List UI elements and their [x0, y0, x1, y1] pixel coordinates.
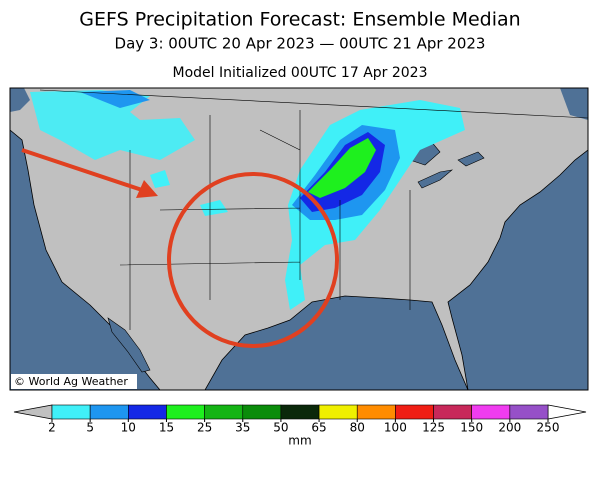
credit-box	[11, 374, 137, 389]
colorbar-over	[547, 404, 587, 420]
colorbar-label: 80	[350, 421, 365, 435]
colorbar: 2 5 10 15 25 35 50 65 80 100 125 150 200 250	[13, 404, 587, 435]
colorbar-segment	[395, 404, 434, 420]
colorbar-segment	[128, 404, 167, 420]
lake	[457, 151, 485, 167]
colorbar-segment	[242, 404, 282, 420]
colorbar-segment	[89, 404, 129, 420]
colorbar-label: 35	[235, 421, 250, 435]
title: GEFS Precipitation Forecast: Ensemble Me…	[79, 9, 520, 31]
colorbar-label: 65	[311, 421, 326, 435]
subtitle: Day 3: 00UTC 20 Apr 2023 — 00UTC 21 Apr …	[115, 35, 486, 53]
initialized: Model Initialized 00UTC 17 Apr 2023	[173, 65, 428, 81]
colorbar-label: 200	[498, 421, 521, 435]
colorbar-segment	[166, 404, 205, 420]
colorbar-label: 50	[273, 421, 288, 435]
colorbar-segment	[280, 404, 320, 420]
map-frame	[9, 87, 589, 391]
precip-area	[200, 200, 228, 216]
ocean	[107, 317, 151, 373]
colorbar-segment	[204, 404, 244, 420]
precip-area	[285, 100, 465, 310]
colorbar-segment	[51, 404, 91, 420]
colorbar-segment	[318, 404, 358, 420]
credit: © World Ag Weather	[14, 375, 128, 388]
colorbar-label: 15	[159, 421, 174, 435]
lake	[417, 169, 454, 189]
ocean	[447, 149, 588, 390]
ocean	[560, 88, 588, 120]
ocean	[10, 129, 161, 390]
colorbar-label: 125	[422, 421, 445, 435]
colorbar-label: 10	[121, 421, 136, 435]
colorbar-label: 25	[197, 421, 212, 435]
precip-area	[30, 90, 195, 160]
colorbar-label: 2	[48, 421, 56, 435]
ocean	[10, 88, 30, 112]
map: © World Ag Weather	[9, 87, 589, 391]
highlight-circle	[167, 172, 339, 348]
precip-area	[150, 170, 170, 188]
colorbar-segment	[509, 404, 549, 420]
colorbar-unit: mm	[288, 434, 311, 448]
colorbar-segment	[356, 404, 396, 420]
colorbar-label: 5	[86, 421, 94, 435]
colorbar-under	[13, 404, 53, 420]
colorbar-label: 250	[537, 421, 560, 435]
colorbar-label: 100	[384, 421, 407, 435]
arrow-shaft	[21, 148, 143, 192]
precip-area	[308, 138, 376, 198]
colorbar-segment	[433, 404, 472, 420]
colorbar-segment	[471, 404, 511, 420]
colorbar-label: 150	[460, 421, 483, 435]
ocean	[204, 295, 469, 390]
arrow-head	[136, 180, 158, 198]
